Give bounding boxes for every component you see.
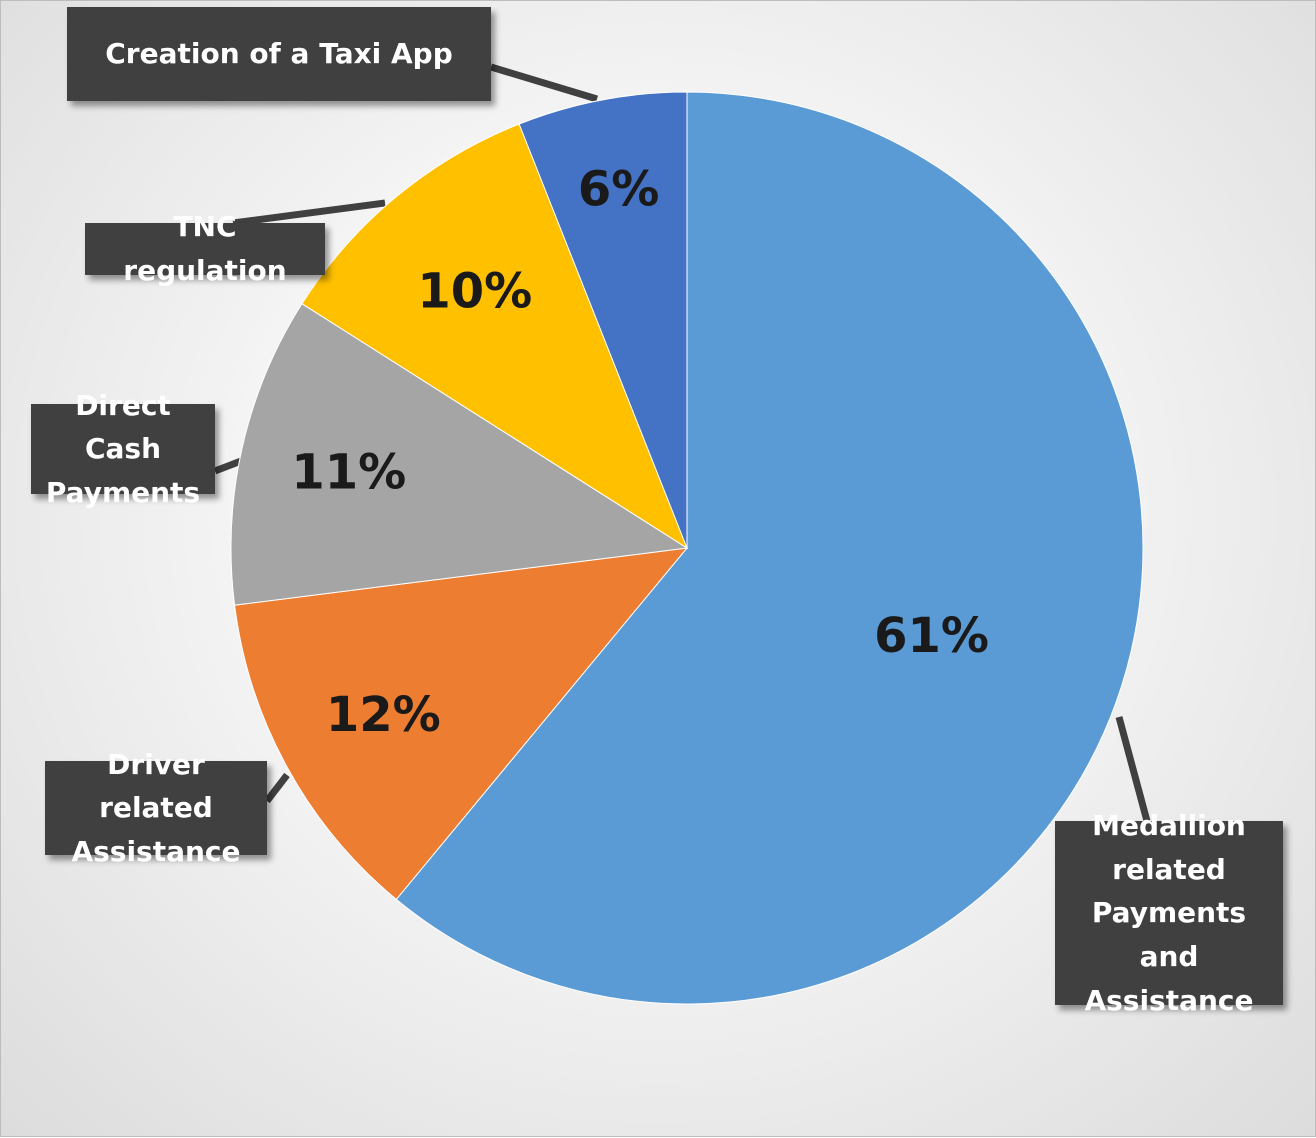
pct-label-medallion: 61% bbox=[874, 608, 989, 664]
slice-tnc bbox=[301, 123, 689, 550]
pct-label-driver: 12% bbox=[326, 687, 441, 743]
leader-line bbox=[213, 457, 243, 475]
leader-line bbox=[264, 772, 290, 804]
leader-line bbox=[489, 63, 599, 103]
leader-line bbox=[1115, 716, 1151, 822]
slice-medallion bbox=[395, 91, 1144, 1005]
slice-taxi-app bbox=[518, 91, 688, 549]
leader-line bbox=[232, 199, 386, 227]
callout-taxi-app: Creation of a Taxi App bbox=[67, 7, 491, 101]
callout-direct-cash: Direct Cash Payments bbox=[31, 389, 215, 509]
callout-driver: Driver related Assistance bbox=[45, 748, 267, 868]
pct-label-direct-cash: 11% bbox=[291, 444, 406, 500]
callout-medallion: Medallion related Payments and Assistanc… bbox=[1055, 809, 1283, 1017]
slice-direct-cash bbox=[230, 302, 689, 606]
pct-label-tnc: 10% bbox=[417, 264, 532, 320]
pct-label-taxi-app: 6% bbox=[578, 162, 660, 218]
slice-driver bbox=[234, 547, 689, 901]
callout-tnc: TNC regulation bbox=[85, 210, 325, 287]
